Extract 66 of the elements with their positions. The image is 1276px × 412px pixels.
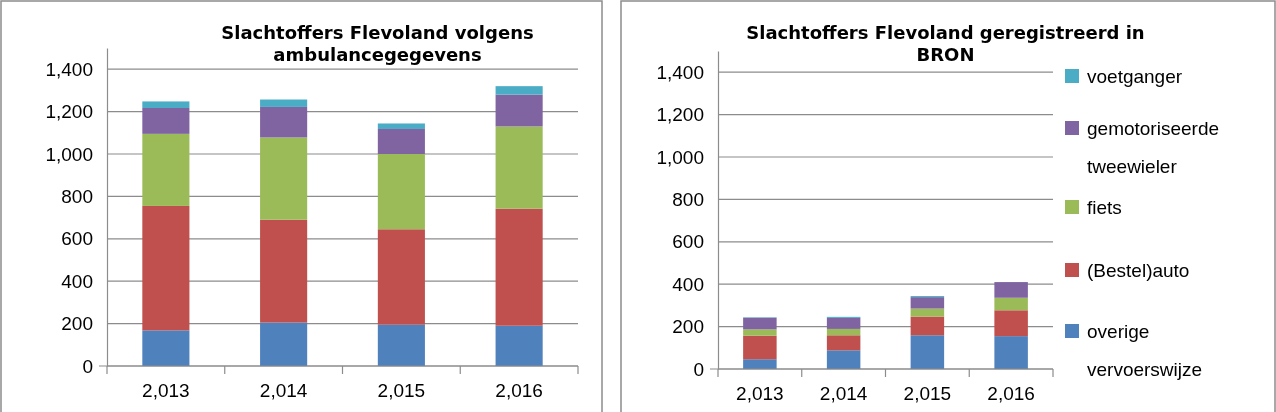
chart-title: Slachtoffers Flevoland geregistreerd in BRON: [746, 22, 1145, 65]
bar: [994, 336, 1028, 369]
bar: [910, 335, 945, 369]
bar: [994, 297, 1028, 311]
bar: [142, 133, 190, 206]
bar: [910, 308, 945, 317]
y-tick-label: 600: [61, 228, 93, 250]
x-tick-label: 2,014: [819, 383, 868, 405]
bar: [260, 106, 308, 138]
y-tick-label: 600: [672, 231, 704, 253]
bar: [260, 137, 308, 220]
y-tick-label: 1,000: [656, 146, 704, 168]
y-tick-label: 800: [61, 185, 93, 207]
bar: [743, 329, 777, 336]
y-tick-label: 0: [693, 358, 704, 380]
y-tick-label: 0: [82, 355, 93, 377]
bar: [377, 229, 425, 325]
bar: [826, 350, 861, 369]
bar: [910, 316, 945, 336]
bar: [495, 325, 543, 366]
bar: [743, 335, 777, 360]
y-tick-label: 1,200: [656, 104, 704, 126]
y-tick-label: 1,000: [45, 143, 93, 165]
bar: [260, 99, 308, 107]
bar: [495, 208, 543, 326]
bar: [910, 297, 945, 309]
bar: [377, 324, 425, 366]
legend-label: (Bestel)auto: [1087, 260, 1190, 281]
x-tick-label: 2,016: [495, 380, 543, 402]
bar: [826, 328, 861, 336]
bar: [743, 359, 777, 369]
x-tick-label: 2,013: [142, 380, 190, 402]
y-tick-label: 400: [61, 270, 93, 292]
bar: [142, 330, 190, 366]
bar: [994, 310, 1028, 337]
bar: [260, 322, 308, 366]
y-tick-label: 200: [61, 313, 93, 335]
bar: [377, 128, 425, 154]
bar: [495, 94, 543, 127]
bar: [142, 108, 190, 134]
x-tick-label: 2,013: [736, 383, 784, 405]
x-tick-label: 2,015: [377, 380, 426, 402]
bar: [495, 86, 543, 95]
bar: [495, 126, 543, 209]
bar: [142, 101, 190, 108]
bar: [994, 282, 1028, 298]
y-tick-label: 800: [672, 188, 704, 210]
legend-label: voetganger: [1087, 66, 1183, 87]
legend-label: overige vervoerswijze: [1087, 321, 1203, 380]
bar: [826, 317, 861, 329]
chart-title: Slachtoffers Flevoland volgens ambulancegegevens: [221, 22, 534, 65]
y-tick-label: 1,200: [45, 101, 93, 123]
bar: [743, 317, 777, 330]
y-tick-label: 1,400: [656, 61, 704, 83]
bar: [826, 335, 861, 351]
bar: [377, 123, 425, 129]
x-tick-label: 2,015: [903, 383, 952, 405]
y-tick-label: 400: [672, 273, 704, 295]
x-tick-label: 2,016: [987, 383, 1035, 405]
y-tick-label: 200: [672, 316, 704, 338]
bar: [142, 205, 190, 331]
bar: [260, 219, 308, 323]
legend-label: fiets: [1087, 197, 1122, 218]
y-tick-label: 1,400: [45, 58, 93, 80]
bar: [377, 154, 425, 230]
x-tick-label: 2,014: [259, 380, 308, 402]
